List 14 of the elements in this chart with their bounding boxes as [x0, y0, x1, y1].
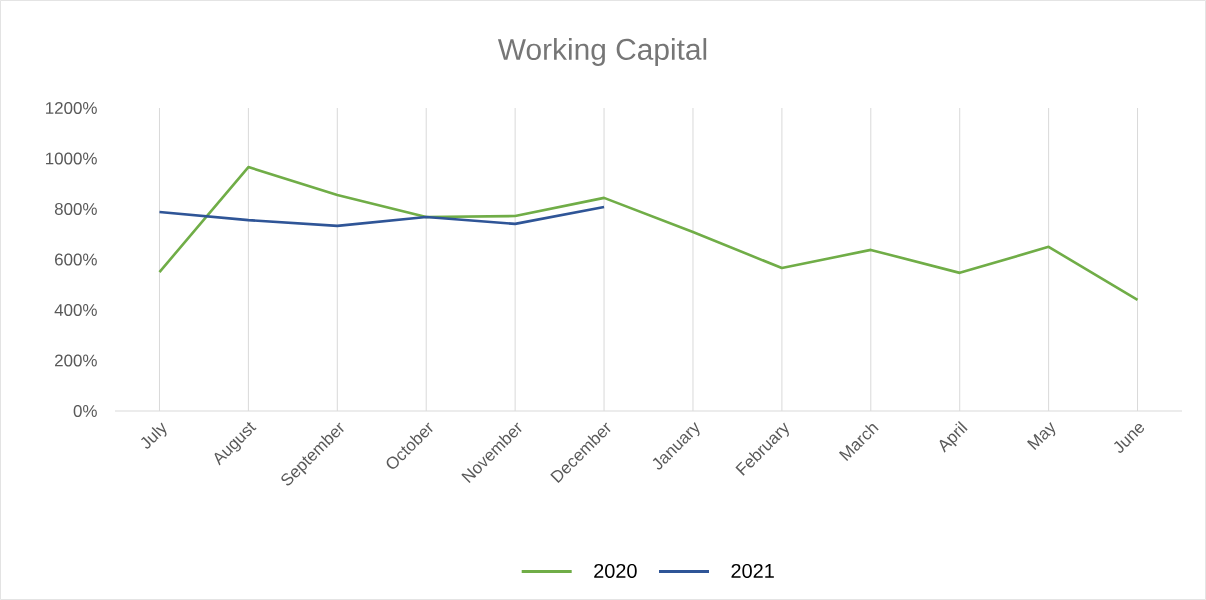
y-tick-label: 0% [73, 404, 97, 417]
y-tick-label: 1200% [46, 101, 97, 114]
legend-label: 2020 [594, 563, 637, 578]
x-tick-label: July [141, 422, 167, 449]
chart-title: Working Capital [497, 38, 707, 66]
line-series [158, 165, 1139, 302]
line-series [158, 205, 606, 228]
y-tick-label: 200% [55, 354, 97, 367]
x-tick-label: May [1026, 422, 1056, 450]
legend-label: 2021 [731, 563, 774, 578]
y-tick-label: 400% [54, 303, 97, 316]
y-tick-label: 600% [55, 253, 97, 266]
y-tick-label: 1000% [46, 152, 97, 165]
y-tick-label: 800% [54, 202, 97, 215]
